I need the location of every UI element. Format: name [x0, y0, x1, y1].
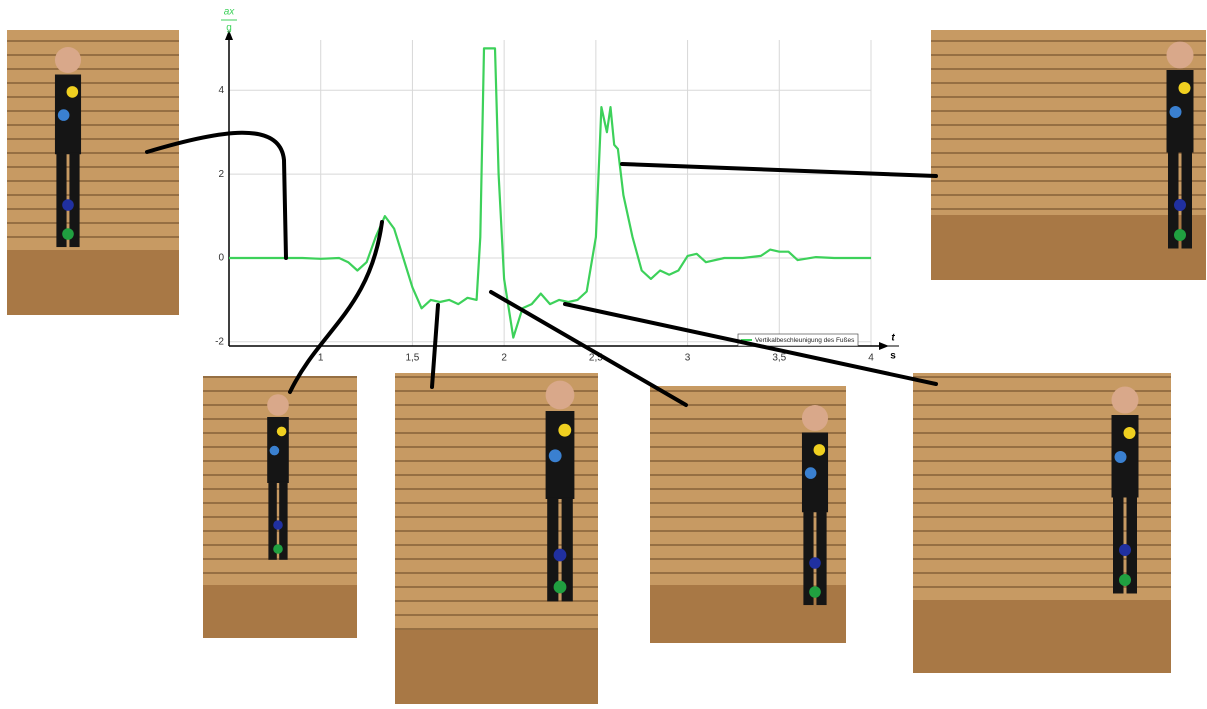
photo: [7, 30, 179, 315]
connector: [145, 130, 288, 260]
photos: [7, 30, 1206, 704]
connector: [563, 302, 938, 386]
y-tick-label: 2: [218, 169, 224, 180]
y-tick-label: -2: [215, 336, 224, 347]
x-label-numerator: t: [891, 333, 895, 344]
x-tick-label: 1,5: [405, 353, 419, 364]
y-tick-label: 4: [218, 85, 224, 96]
x-tick-label: 3,5: [772, 353, 786, 364]
photo: [931, 30, 1206, 280]
connector: [620, 162, 938, 178]
connector: [288, 220, 384, 394]
x-tick-label: 4: [868, 353, 874, 364]
photo: [650, 386, 846, 643]
photo: [395, 373, 598, 704]
x-tick-label: 2,5: [589, 353, 603, 364]
legend-label: Vertikalbeschleunigung des Fußes: [755, 337, 855, 344]
data-line: [229, 47, 871, 339]
y-axis-arrow: [225, 30, 233, 40]
plot: 1 1,5 2 2,5 3 3,5 4 -2 0 2 4 ax g ts Vertikalbeschleun…: [215, 7, 899, 364]
x-tick-label: 2: [501, 353, 507, 364]
y-tick-label: 0: [218, 253, 224, 264]
y-label-denominator: g: [226, 23, 232, 34]
photo: [203, 376, 357, 638]
x-tick-label: 3: [685, 353, 691, 364]
y-label-numerator: ax: [224, 7, 236, 18]
x-axis-arrow: [879, 342, 889, 350]
connector: [430, 303, 440, 389]
connectors: [145, 130, 938, 407]
connector: [489, 290, 688, 407]
photo: [913, 373, 1171, 673]
x-tick-label: 1: [318, 353, 324, 364]
x-label-denominator: s: [890, 351, 896, 362]
